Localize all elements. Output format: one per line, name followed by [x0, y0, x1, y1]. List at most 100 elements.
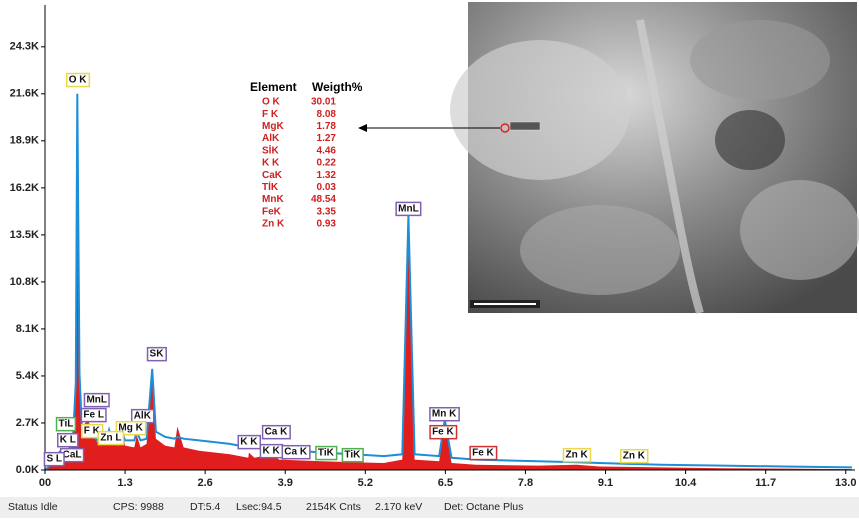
peak-label-box — [620, 448, 649, 464]
peak-label-text: Fe K — [472, 448, 494, 459]
element-name: MnK — [262, 194, 284, 205]
y-tick-label: 5.4K — [16, 370, 39, 382]
weight-value: 3.35 — [317, 206, 337, 217]
image-shadow — [715, 110, 785, 170]
element-name: O K — [262, 97, 281, 108]
peak-label-text: Fe L — [83, 410, 104, 421]
element-name: Zn K — [262, 219, 285, 230]
image-fiber — [636, 19, 704, 315]
element-name: FeK — [262, 206, 282, 217]
x-tick-label: 2.6 — [198, 477, 213, 489]
peak-label-text: TiK — [344, 450, 361, 461]
x-tick-label: 13.0 — [835, 477, 856, 489]
peak-label-text: SK — [150, 349, 165, 360]
peak-label-box — [469, 445, 498, 461]
y-tick-label: 21.6K — [10, 88, 39, 100]
x-tick-label: 10.4 — [675, 477, 697, 489]
x-tick-label: 6.5 — [438, 477, 453, 489]
weight-value: 48.54 — [311, 194, 336, 205]
status-text: Det: Octane Plus — [444, 501, 523, 513]
arrow-head — [358, 124, 367, 132]
peak-label-text: Mg K — [118, 423, 143, 434]
peak-label-box — [237, 434, 262, 450]
peak-label: SK — [146, 346, 167, 362]
peak-label: F K — [81, 423, 104, 439]
peak-label-box — [429, 424, 458, 440]
peak-label-text: AlK — [134, 411, 152, 422]
peak-label-box — [43, 451, 65, 467]
peak-label: O K — [66, 72, 91, 88]
peak-label: Zn L — [97, 430, 125, 446]
peak-label-text: TiK — [318, 448, 335, 459]
status-text: Lsec:94.5 — [236, 501, 282, 513]
peak-label-box — [146, 346, 167, 362]
element-name: CaK — [262, 170, 283, 181]
image-blob — [690, 20, 830, 100]
image-blob — [520, 205, 680, 295]
peak-label-box — [315, 445, 338, 461]
peak-label: TiK — [315, 445, 338, 461]
peak-label: Ca K — [261, 424, 291, 440]
table-header: Element — [250, 80, 297, 94]
peak-label-text: Ca K — [265, 427, 289, 438]
peak-label-box — [97, 430, 125, 446]
peak-label-box — [395, 201, 422, 217]
peak-label-box — [56, 432, 79, 448]
y-tick-label: 18.9K — [10, 135, 39, 147]
peak-label: Fe K — [429, 424, 458, 440]
peak-label: TiK — [341, 447, 364, 463]
peak-label: CaL — [59, 447, 85, 463]
weight-value: 0.22 — [317, 158, 337, 169]
image-blob — [450, 40, 630, 180]
weight-value: 4.46 — [317, 145, 337, 156]
x-tick-label: 5.2 — [358, 477, 373, 489]
peak-label: MnL — [83, 392, 110, 408]
peak-label-text: F K — [84, 426, 101, 437]
y-tick-label: 0.0K — [16, 464, 39, 476]
y-tick-label: 24.3K — [10, 41, 39, 53]
peak-label-box — [281, 444, 311, 460]
image-blob — [740, 180, 859, 280]
peak-label: MnL — [395, 201, 422, 217]
element-name: TİK — [262, 180, 279, 193]
peak-label: K K — [259, 443, 284, 459]
status-bar — [0, 497, 859, 518]
peak-label-box — [341, 447, 364, 463]
peak-label-text: Fe K — [432, 427, 454, 438]
peak-label-text: K L — [60, 435, 76, 446]
peak-label-text: TiL — [59, 419, 74, 430]
peak-label-text: Zn L — [100, 433, 121, 444]
x-tick-label: 9.1 — [598, 477, 613, 489]
peak-label-text: S L — [46, 454, 62, 465]
element-name: K K — [262, 158, 280, 169]
peak-label-box — [80, 407, 107, 423]
peak-label-text: CaL — [63, 450, 82, 461]
peak-label: Fe L — [80, 407, 107, 423]
status-text: DT:5.4 — [190, 501, 221, 513]
y-tick-label: 13.5K — [10, 229, 39, 241]
peak-label-text: K K — [262, 446, 280, 457]
weight-value: 8.08 — [317, 109, 337, 120]
peak-label: Zn K — [620, 448, 649, 464]
element-name: AlK — [262, 133, 280, 144]
x-tick-label: 11.7 — [755, 477, 776, 489]
peak-label: Fe K — [469, 445, 498, 461]
weight-value: 0.93 — [317, 219, 337, 230]
sem-image — [450, 2, 859, 315]
peak-label-box — [261, 424, 291, 440]
spot-label — [509, 121, 541, 131]
x-tick-label: 00 — [39, 477, 51, 489]
status-text: 2154K Cnts — [306, 501, 361, 513]
spot-marker — [500, 123, 510, 133]
weight-value: 0.03 — [317, 182, 337, 193]
peak-label-text: MnL — [86, 395, 107, 406]
peak-label: TiL — [55, 416, 77, 432]
y-tick-label: 16.2K — [10, 182, 39, 194]
weight-value: 1.27 — [317, 133, 337, 144]
peak-label-text: Zn K — [565, 450, 588, 461]
peak-label-text: Mn K — [432, 409, 457, 420]
x-tick-label: 7.8 — [518, 477, 533, 489]
peak-label-box — [429, 406, 460, 422]
